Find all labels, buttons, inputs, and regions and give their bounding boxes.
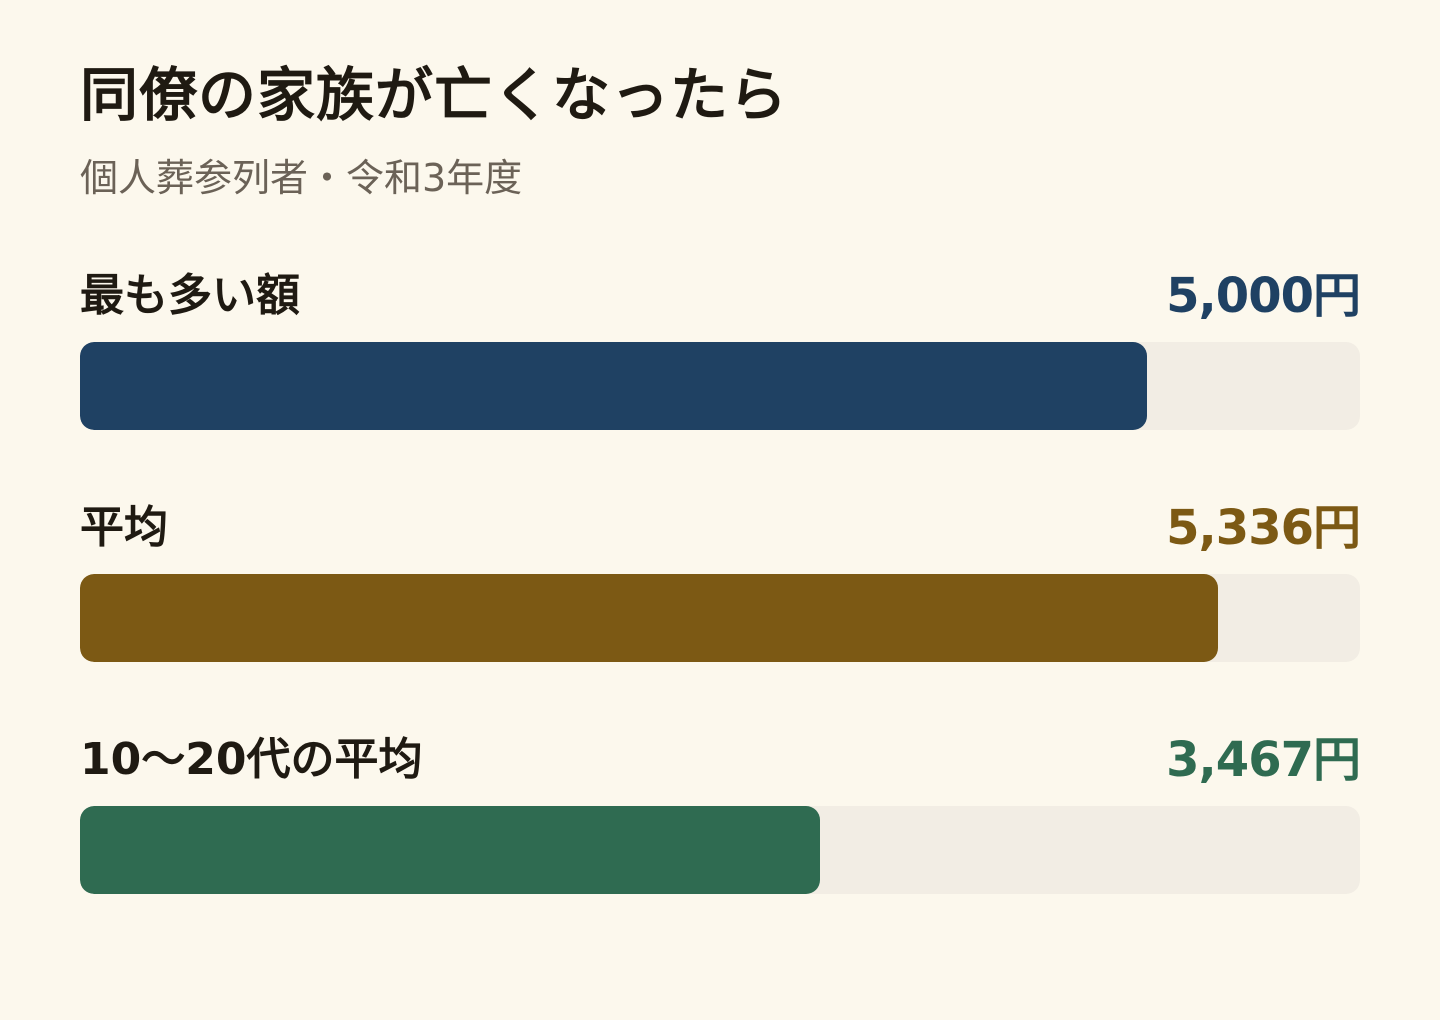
bar-row-young-average: 10〜20代の平均 3,467円	[80, 732, 1361, 894]
bar-fill	[80, 342, 1147, 430]
bar-label: 10〜20代の平均	[80, 734, 423, 785]
bar-label: 最も多い額	[80, 270, 300, 321]
chart-card: 同僚の家族が亡くなったら 個人葬参列者・令和3年度 最も多い額 5,000円 平…	[80, 0, 1361, 1020]
bar-value-label: 5,336円	[1166, 500, 1361, 556]
bar-track	[80, 574, 1360, 662]
bar-label: 平均	[80, 502, 168, 553]
chart-title: 同僚の家族が亡くなったら	[80, 61, 789, 129]
bar-track	[80, 342, 1360, 430]
bar-row-average: 平均 5,336円	[80, 500, 1361, 662]
bar-row-most-common: 最も多い額 5,000円	[80, 268, 1361, 430]
bar-track	[80, 806, 1360, 894]
bar-fill	[80, 574, 1219, 662]
bar-value-label: 3,467円	[1166, 732, 1361, 788]
chart-subtitle: 個人葬参列者・令和3年度	[80, 156, 523, 200]
bar-fill	[80, 806, 820, 894]
bar-value-label: 5,000円	[1166, 268, 1361, 324]
